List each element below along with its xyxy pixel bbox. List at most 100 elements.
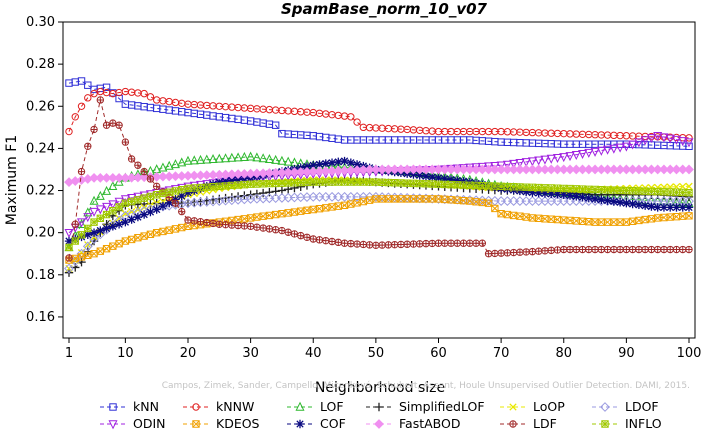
data-point: [491, 204, 499, 213]
legend-item: ODIN: [100, 416, 166, 431]
data-point: [666, 245, 674, 254]
data-point: [484, 182, 493, 190]
data-point: [309, 161, 318, 170]
data-point: [534, 188, 543, 198]
data-point: [553, 190, 562, 199]
legend-marker: [600, 402, 610, 412]
data-point: [603, 186, 612, 194]
data-point: [228, 181, 236, 190]
data-point: [547, 246, 555, 254]
data-point: [660, 188, 668, 196]
legend-label: kNNW: [216, 399, 254, 414]
legend-item: KDEOS: [183, 416, 260, 431]
legend-label: LoOP: [533, 399, 565, 414]
data-point: [152, 191, 161, 199]
data-point: [215, 220, 224, 228]
data-point: [177, 157, 187, 167]
data-point: [96, 96, 105, 104]
data-point: [297, 207, 305, 215]
legend-item: INFLO: [592, 416, 662, 431]
data-point: [183, 188, 193, 197]
data-point: [309, 205, 317, 214]
x-tick-label: 50: [368, 346, 385, 361]
data-point: [334, 202, 342, 210]
legend-item: LOF: [287, 399, 344, 414]
data-point: [434, 239, 443, 247]
data-point: [303, 178, 311, 187]
legend-label: FastABOD: [399, 416, 461, 431]
data-point: [628, 140, 638, 150]
data-point: [453, 176, 462, 185]
data-point: [271, 179, 280, 188]
data-point: [159, 227, 167, 236]
legend-item: kNN: [100, 399, 159, 414]
data-point: [134, 196, 142, 204]
data-point: [559, 153, 569, 163]
data-point: [233, 192, 243, 201]
data-point: [640, 136, 650, 146]
legend-item: LDF: [500, 416, 557, 431]
data-point: [603, 245, 612, 254]
data-point: [127, 235, 136, 244]
data-point: [541, 247, 549, 255]
data-point: [284, 209, 292, 217]
data-point: [152, 228, 161, 237]
data-point: [665, 134, 675, 144]
data-point: [666, 188, 674, 196]
data-point: [672, 203, 681, 212]
data-point: [96, 226, 105, 235]
data-point: [365, 241, 374, 249]
data-point: [521, 158, 531, 168]
data-point: [641, 245, 649, 254]
data-point: [685, 182, 693, 190]
data-point: [102, 210, 111, 219]
data-point: [684, 138, 694, 148]
data-point: [102, 83, 111, 92]
data-point: [221, 221, 230, 229]
data-point: [159, 189, 167, 198]
data-point: [102, 244, 111, 253]
data-point: [647, 215, 656, 223]
data-point: [353, 178, 361, 186]
data-point: [365, 196, 374, 204]
data-point: [528, 188, 537, 197]
data-point: [591, 245, 599, 254]
x-tick-label: 80: [555, 346, 572, 361]
data-point: [234, 181, 242, 189]
data-point: [71, 237, 79, 245]
data-point: [171, 225, 180, 233]
data-point: [114, 176, 124, 186]
y-axis-label: Maximum F1: [4, 135, 20, 225]
data-point: [634, 200, 644, 210]
data-point: [565, 191, 575, 200]
data-point: [497, 210, 505, 218]
data-point: [334, 238, 342, 246]
data-point: [140, 194, 148, 202]
data-point: [453, 239, 461, 247]
x-tick-label: 10: [117, 346, 134, 361]
data-point: [121, 237, 130, 245]
series-line: [68, 90, 690, 139]
data-point: [641, 215, 649, 224]
data-point: [108, 222, 118, 231]
data-point: [622, 186, 631, 195]
data-point: [115, 121, 123, 129]
data-point: [90, 250, 98, 258]
data-point: [202, 154, 212, 164]
legend-marker: [601, 420, 609, 428]
data-point: [189, 155, 199, 165]
data-point: [615, 143, 625, 153]
data-point: [353, 240, 361, 248]
data-point: [264, 154, 274, 164]
data-point: [315, 160, 324, 169]
data-point: [466, 239, 474, 247]
data-point: [622, 218, 631, 226]
watermark: Campos, Zimek, Sander, Campello, Micenko…: [162, 381, 690, 391]
legend-label: KDEOS: [216, 416, 260, 431]
data-point: [679, 182, 687, 191]
data-point: [297, 178, 305, 187]
data-point: [259, 224, 267, 232]
data-point: [534, 183, 543, 192]
data-point: [84, 81, 92, 89]
data-point: [352, 160, 362, 169]
